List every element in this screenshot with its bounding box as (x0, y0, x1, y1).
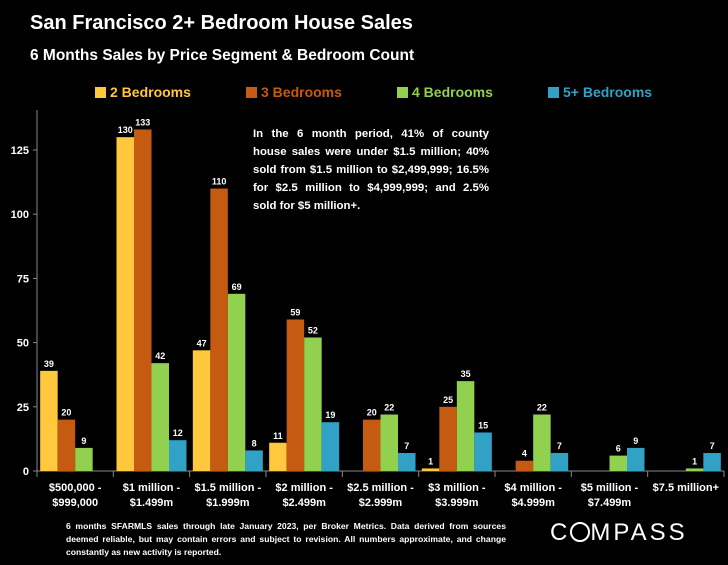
x-tick-label: $2 million - (275, 482, 333, 494)
data-label: 7 (710, 441, 715, 451)
data-label: 1 (692, 456, 697, 466)
compass-logo: C MPASS (550, 519, 688, 546)
x-tick-label: $2.5 million - (347, 482, 414, 494)
bar (456, 381, 475, 471)
bar (210, 188, 228, 471)
bar (304, 337, 322, 471)
data-label: 19 (325, 410, 335, 420)
legend-item-4-bedrooms: 4 Bedrooms (397, 84, 493, 100)
data-label: 59 (290, 307, 300, 317)
bar (550, 453, 569, 471)
data-label: 25 (443, 395, 453, 405)
data-label: 69 (232, 282, 242, 292)
x-tick-label: $1.5 million - (195, 482, 262, 494)
bar (75, 447, 93, 471)
data-label: 35 (461, 369, 471, 379)
legend-swatch (548, 86, 559, 98)
chart-subtitle: 6 Months Sales by Price Segment & Bedroo… (30, 47, 415, 64)
data-label: 42 (155, 351, 165, 361)
x-tick-label: $2.999m (359, 497, 403, 509)
bar (363, 419, 381, 471)
data-label: 4 (522, 449, 527, 459)
chart-annotation: In the 6 month period, 41% of county hou… (253, 128, 489, 212)
data-label: 130 (118, 125, 133, 135)
bar (321, 422, 340, 471)
bar (286, 319, 305, 471)
bar (703, 453, 721, 471)
legend-swatch (95, 86, 106, 98)
x-tick-label: $1 million - (123, 482, 181, 494)
data-label: 7 (557, 441, 562, 451)
data-label: 110 (212, 177, 227, 187)
bar (380, 414, 398, 471)
bar (398, 453, 416, 471)
x-tick-label: $500,000 - (49, 482, 102, 494)
bar (169, 440, 187, 471)
x-tick-label: $3 million - (428, 482, 486, 494)
data-label: 20 (367, 408, 377, 418)
y-tick-label: 25 (17, 402, 29, 414)
legend-label: 4 Bedrooms (412, 84, 493, 100)
legend-item-2-bedrooms: 2 Bedrooms (95, 84, 191, 100)
x-tick-label: $5 million - (581, 482, 639, 494)
bar (116, 137, 134, 471)
x-tick-label: $1.499m (130, 497, 174, 509)
legend-item-5-plus-bedrooms: 5+ Bedrooms (548, 84, 652, 100)
bar (134, 129, 152, 471)
y-tick-label: 50 (17, 338, 29, 350)
y-tick-label: 100 (11, 209, 29, 221)
data-label: 11 (273, 431, 283, 441)
data-label: 8 (252, 438, 257, 448)
legend-label: 2 Bedrooms (110, 84, 191, 100)
data-label: 133 (135, 117, 150, 127)
bar (40, 370, 58, 471)
bar (474, 432, 492, 471)
x-tick-label: $2.499m (282, 497, 326, 509)
bar (151, 363, 169, 471)
data-label: 9 (633, 436, 638, 446)
data-label: 22 (384, 403, 394, 413)
bar (192, 350, 211, 471)
bar (227, 293, 246, 471)
data-label: 20 (61, 408, 71, 418)
bar (685, 468, 704, 471)
y-tick-label: 125 (11, 145, 29, 157)
legend-label: 5+ Bedrooms (563, 84, 653, 100)
x-tick-label: $7.499m (588, 497, 632, 509)
data-label: 7 (404, 441, 409, 451)
x-tick-label: $1.999m (206, 497, 250, 509)
bar (515, 460, 534, 471)
x-tick-label: $4.999m (511, 497, 555, 509)
bar (439, 406, 457, 471)
legend-swatch (246, 86, 257, 98)
bar (57, 419, 76, 471)
data-label: 1 (428, 456, 433, 466)
bar (533, 414, 551, 471)
y-tick-label: 0 (23, 466, 29, 478)
data-label: 47 (197, 338, 207, 348)
legend-item-3-bedrooms: 3 Bedrooms (246, 84, 342, 100)
data-label: 52 (308, 325, 318, 335)
bar (421, 468, 440, 471)
bar (269, 442, 287, 471)
x-tick-label: $7.5 million+ (653, 482, 719, 494)
bar (609, 455, 627, 471)
legend-label: 3 Bedrooms (261, 84, 342, 100)
bar (245, 450, 263, 471)
data-label: 15 (478, 420, 488, 430)
legend-swatch (397, 86, 408, 98)
chart-title: San Francisco 2+ Bedroom House Sales (30, 12, 413, 34)
data-label: 39 (44, 359, 54, 369)
x-tick-label: $999,000 (52, 497, 98, 509)
data-label: 12 (173, 428, 183, 438)
footnote: 6 months SFARMLS sales through late Janu… (66, 521, 506, 557)
data-label: 9 (81, 436, 86, 446)
data-label: 6 (616, 444, 621, 454)
bar (627, 447, 645, 471)
x-tick-label: $4 million - (504, 482, 562, 494)
data-label: 22 (537, 403, 547, 413)
y-tick-label: 75 (17, 273, 29, 285)
x-tick-label: $3.999m (435, 497, 479, 509)
